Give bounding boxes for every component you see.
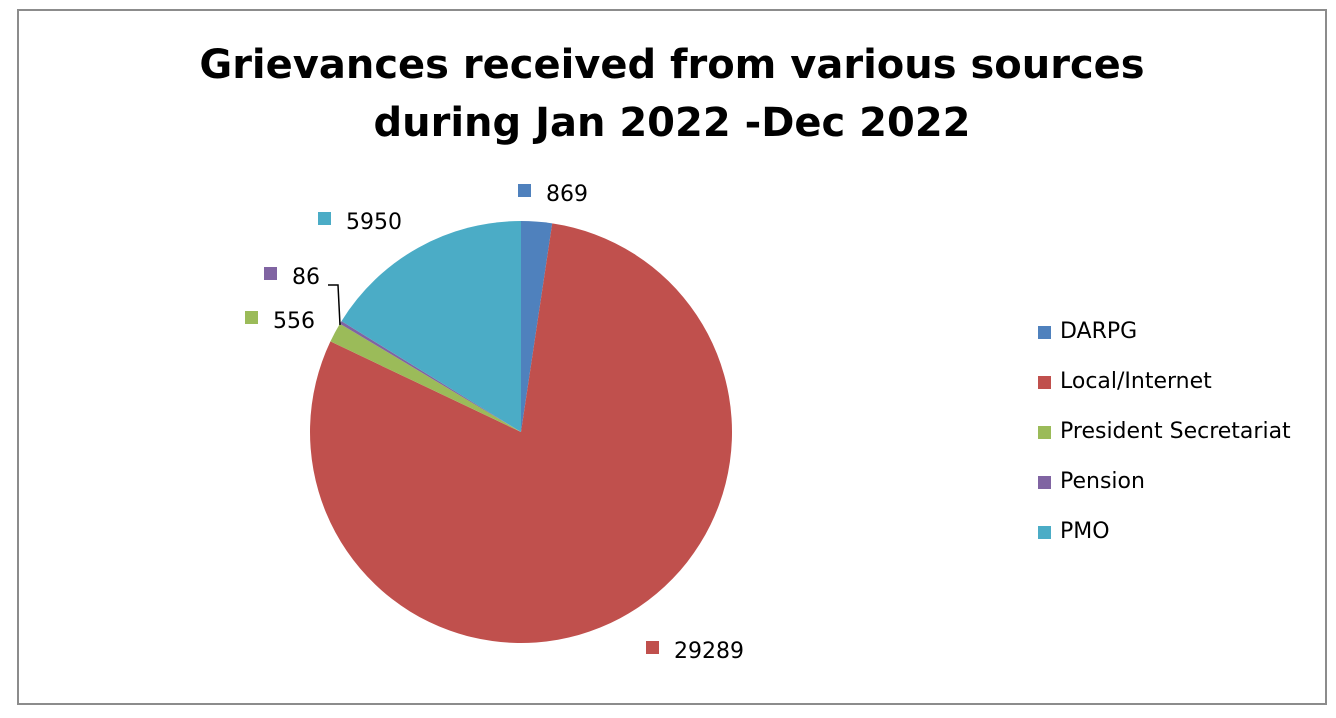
legend-label-darpg: DARPG: [1060, 319, 1138, 344]
data-label-key-darpg: [518, 184, 531, 197]
legend-label-president-secretariat: President Secretariat: [1060, 419, 1291, 444]
legend-label-pmo: PMO: [1060, 519, 1110, 544]
data-label-key-pmo: [318, 212, 331, 225]
legend-label-local-internet: Local/Internet: [1060, 369, 1212, 394]
data-label-key-pension: [264, 267, 277, 280]
data-label-pension: 86: [292, 265, 320, 290]
data-label-darpg: 869: [546, 182, 588, 207]
chart-title-line-1: Grievances received from various sources: [199, 42, 1145, 88]
data-label-leader-pension: [328, 284, 341, 326]
chart-title-line-2: during Jan 2022 -Dec 2022: [373, 100, 971, 146]
chart-title: Grievances received from various sources…: [17, 36, 1327, 152]
legend-swatch-local-internet: [1038, 376, 1051, 389]
legend-swatch-president-secretariat: [1038, 426, 1051, 439]
data-label-key-president-secretariat: [245, 311, 258, 324]
pie-slice-pension: [339, 321, 521, 432]
legend-swatch-darpg: [1038, 326, 1051, 339]
pie-slice-darpg: [521, 220, 553, 432]
data-label-key-local-internet: [646, 641, 659, 654]
pie-slice-pmo: [341, 221, 521, 432]
legend-swatch-pension: [1038, 476, 1051, 489]
data-label-president-secretariat: 556: [273, 309, 315, 334]
legend-label-pension: Pension: [1060, 469, 1145, 494]
pie-slice-local-internet: [310, 223, 733, 643]
data-label-pmo: 5950: [346, 210, 402, 235]
legend-swatch-pmo: [1038, 526, 1051, 539]
pie-slice-president-secretariat: [330, 323, 521, 432]
data-label-local-internet: 29289: [674, 639, 744, 664]
